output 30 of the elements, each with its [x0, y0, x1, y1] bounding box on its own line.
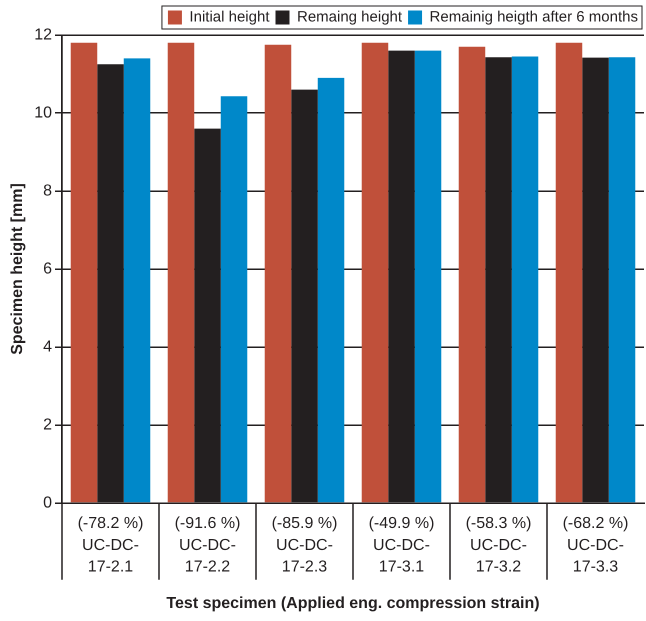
x-tick-label: (-85.9 %) UC-DC-17-2.3 [272, 515, 338, 576]
y-tick-label: 2 [43, 416, 52, 434]
y-tick-label: 10 [34, 104, 52, 122]
bar [512, 56, 538, 502]
bar [124, 58, 150, 502]
y-tick-label: 0 [43, 494, 52, 512]
bar [458, 46, 486, 502]
x-tick-label: (-58.3 %) UC-DC-17-3.2 [466, 515, 532, 576]
y-tick-label: 8 [43, 182, 52, 200]
x-tick-label: (-78.2 %) UC-DC-17-2.1 [78, 515, 144, 576]
y-tick-label: 12 [34, 26, 52, 44]
legend-label: Remaing height [296, 8, 403, 26]
x-tick-label: (-68.2 %) UC-DC-17-3.3 [562, 515, 628, 576]
bar [608, 57, 636, 502]
bar [264, 44, 292, 502]
bar [220, 96, 248, 502]
x-tick-label: (-49.9 %) UC-DC-17-3.1 [368, 515, 434, 576]
y-axis-title: Specimen height [mm] [9, 183, 26, 355]
legend-label: Remainig heigth after 6 months [430, 8, 638, 26]
legend-label: Initial height [189, 8, 270, 26]
y-tick-label: 6 [43, 260, 52, 278]
bar [414, 50, 442, 502]
y-tick-label: 4 [43, 338, 52, 356]
bar [168, 42, 194, 502]
bar [70, 42, 98, 502]
bar [318, 78, 344, 502]
x-axis-title: Test specimen (Applied eng. compression strain) [166, 594, 540, 612]
bar [556, 42, 582, 502]
x-tick-label: (-91.6 %) UC-DC-17-2.2 [174, 515, 240, 576]
bar [362, 42, 388, 502]
